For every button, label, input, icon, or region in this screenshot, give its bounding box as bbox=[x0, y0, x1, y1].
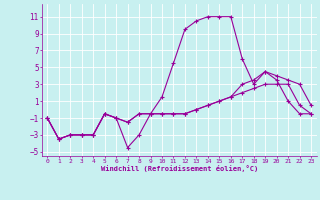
X-axis label: Windchill (Refroidissement éolien,°C): Windchill (Refroidissement éolien,°C) bbox=[100, 165, 258, 172]
